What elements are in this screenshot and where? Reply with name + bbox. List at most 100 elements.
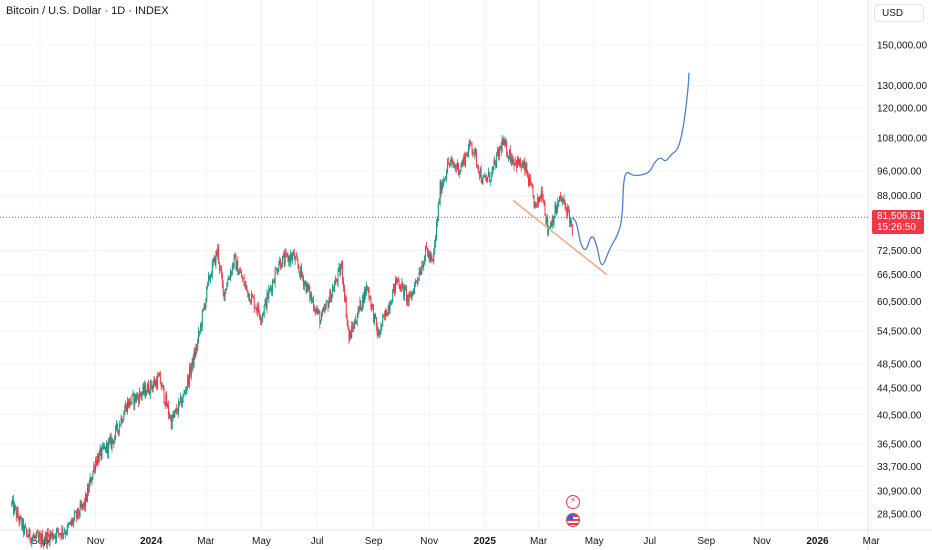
candle-body: [38, 535, 40, 538]
candle-body: [523, 161, 525, 166]
candle-body: [423, 263, 425, 268]
candle-body: [67, 524, 69, 526]
candle-body: [192, 357, 194, 366]
candle-body: [374, 313, 376, 317]
candle-body: [226, 286, 228, 290]
candle-body: [27, 536, 29, 538]
candle-body: [508, 149, 510, 157]
candle-body: [458, 170, 460, 175]
candle-body: [395, 279, 396, 292]
symbol-title[interactable]: Bitcoin / U.S. Dollar · 1D · INDEX: [6, 5, 169, 17]
candle-body: [284, 253, 286, 264]
candle-body: [260, 317, 262, 321]
candle-body: [14, 505, 15, 513]
candle-body: [276, 269, 278, 274]
candle-body: [549, 222, 551, 228]
candle-body: [397, 278, 399, 282]
candle-body: [515, 160, 517, 164]
candle-body: [82, 504, 84, 507]
time-axis-tick-label: May: [585, 536, 604, 547]
candle-body: [230, 271, 231, 279]
candle-body: [256, 308, 258, 312]
candle-body: [487, 176, 488, 181]
us-flag-icon[interactable]: [566, 513, 580, 527]
candle-body: [435, 236, 437, 244]
candle-body: [144, 384, 146, 393]
candle-body: [59, 533, 61, 535]
candle-body: [259, 312, 261, 318]
candle-body: [447, 162, 449, 164]
bar-countdown: 15:26:50: [877, 222, 916, 234]
candle-body: [547, 217, 549, 233]
candle-body: [402, 282, 404, 285]
candle-body: [83, 502, 85, 507]
candle-body: [271, 280, 273, 292]
candle-body: [497, 149, 499, 155]
candle-body: [126, 404, 128, 412]
candle-body: [47, 532, 49, 536]
candle-body: [416, 280, 418, 282]
candle-body: [327, 301, 329, 308]
candle-body: [288, 257, 290, 262]
candle-body: [453, 164, 455, 167]
candle-body: [228, 278, 230, 280]
candle-body: [146, 392, 148, 396]
candle-body: [328, 301, 330, 308]
candle-body: [531, 184, 533, 189]
candle-body: [263, 305, 265, 315]
candle-body: [220, 269, 222, 274]
currency-button[interactable]: USD: [874, 4, 924, 22]
candle-body: [133, 393, 135, 406]
candle-body: [268, 289, 270, 299]
candle-body: [309, 286, 311, 299]
candle-body: [407, 294, 409, 302]
candle-body: [300, 266, 302, 277]
candle-body: [123, 414, 125, 420]
candle-body: [165, 395, 167, 405]
candle-body: [149, 380, 151, 395]
candle-body: [302, 275, 303, 278]
candle-body: [442, 183, 444, 186]
candle-body: [338, 267, 340, 270]
candle-body: [201, 311, 203, 328]
candle-body: [154, 380, 156, 386]
candle-body: [177, 411, 179, 413]
lightning-icon[interactable]: ⚡: [566, 495, 580, 509]
price-axis-tick-label: 88,000.00: [877, 191, 922, 202]
candle-body: [367, 288, 369, 289]
candle-body: [257, 304, 259, 312]
candle-body: [207, 281, 209, 286]
candle-body: [265, 299, 267, 309]
candle-body: [85, 494, 87, 508]
candle-body: [539, 197, 540, 203]
candle-body: [213, 256, 215, 262]
candle-body: [205, 298, 207, 308]
candle-body: [432, 258, 434, 262]
candle-body: [415, 280, 416, 284]
candle-body: [91, 478, 93, 483]
candle-body: [365, 285, 367, 295]
candle-body: [28, 529, 30, 537]
candle-body: [384, 309, 386, 317]
candle-body: [223, 291, 225, 299]
candle-body: [325, 301, 327, 307]
candle-body: [199, 324, 201, 332]
candle-body: [436, 220, 438, 223]
candle-body: [509, 149, 511, 162]
candle-body: [176, 408, 178, 412]
candle-body: [148, 392, 150, 395]
candle-body: [341, 262, 343, 269]
candle-body: [183, 392, 185, 395]
candle-body: [518, 159, 520, 165]
candle-body: [37, 533, 39, 538]
candle-body: [106, 442, 108, 454]
candle-body: [273, 282, 275, 283]
candle-body: [182, 394, 184, 402]
last-price-value: 81,506.81: [877, 211, 922, 223]
candle-body: [209, 275, 210, 280]
candle-body: [329, 291, 331, 302]
candle-body: [255, 307, 257, 309]
candle-body: [440, 182, 442, 194]
candle-body: [295, 256, 297, 258]
